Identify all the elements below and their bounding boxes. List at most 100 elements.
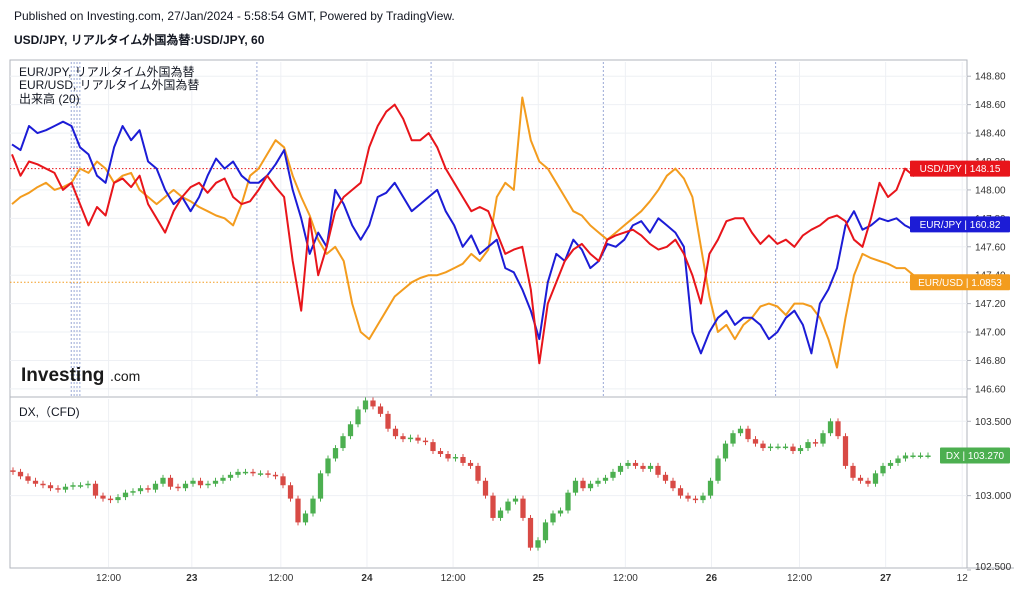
legend-eurjpy: EUR/JPY, リアルタイム外国為替 bbox=[19, 65, 194, 79]
candle-body bbox=[445, 454, 451, 459]
candle-body bbox=[490, 495, 496, 518]
candle-body bbox=[310, 498, 316, 514]
candle-body bbox=[587, 483, 594, 489]
candle-body bbox=[17, 471, 24, 477]
xtick-label: 26 bbox=[706, 573, 718, 584]
candle-body bbox=[895, 458, 901, 463]
candle-body bbox=[752, 439, 759, 444]
candle-body bbox=[902, 455, 909, 459]
legend-volume: 出来高 (20) bbox=[19, 91, 80, 106]
badge-usdjpy-box bbox=[910, 160, 1010, 177]
candle-body bbox=[857, 477, 864, 481]
candle-body bbox=[670, 480, 676, 489]
candle-body bbox=[707, 480, 714, 496]
candle-body bbox=[370, 400, 376, 407]
candle-body bbox=[782, 446, 789, 449]
candle-body bbox=[175, 486, 181, 489]
candle-body bbox=[415, 437, 421, 441]
ytick-label-dx: 102.500 bbox=[975, 562, 1012, 573]
candle-body bbox=[475, 465, 481, 481]
candle-body bbox=[632, 462, 639, 466]
candle-body bbox=[625, 462, 631, 466]
candle-body bbox=[812, 442, 819, 444]
candle-body bbox=[430, 442, 436, 452]
candle-body bbox=[227, 474, 234, 478]
ytick-label-main: 148.00 bbox=[975, 185, 1006, 196]
candle-body bbox=[797, 448, 804, 452]
candle-body bbox=[662, 474, 669, 481]
ytick-label-main: 147.00 bbox=[975, 328, 1006, 339]
ytick-label-main: 148.60 bbox=[975, 100, 1006, 111]
xtick-label: 27 bbox=[880, 573, 892, 584]
candle-body bbox=[115, 497, 121, 501]
logo-brand: Investing bbox=[21, 365, 104, 386]
logo-suffix: .com bbox=[110, 368, 140, 384]
candle-body bbox=[512, 498, 519, 502]
ytick-label-dx: 103.000 bbox=[975, 491, 1012, 502]
badge-eurusd: EUR/USD | 1.0853 bbox=[910, 274, 1010, 291]
candle-body bbox=[302, 513, 309, 523]
candle-body bbox=[617, 465, 624, 472]
candle-body bbox=[460, 456, 466, 463]
candle-body bbox=[872, 473, 879, 484]
ytick-label-main: 146.80 bbox=[975, 356, 1006, 367]
candle-body bbox=[332, 448, 339, 459]
candle-body bbox=[595, 480, 601, 484]
candle-body bbox=[850, 465, 856, 478]
candle-body bbox=[505, 501, 511, 511]
candle-body bbox=[145, 488, 151, 490]
candle-body bbox=[197, 480, 204, 486]
ytick-label-main: 147.60 bbox=[975, 242, 1006, 253]
chart-symbol-title: USD/JPY, リアルタイム外国為替:USD/JPY, 60 bbox=[14, 33, 265, 47]
xtick-label: 12:00 bbox=[268, 573, 293, 584]
xtick-label: 12 bbox=[957, 573, 969, 584]
candle-body bbox=[827, 421, 834, 434]
candle-body bbox=[10, 470, 16, 472]
candle-body bbox=[790, 446, 796, 452]
candle-body bbox=[692, 498, 699, 501]
candle-body bbox=[865, 480, 871, 484]
candle-body bbox=[745, 428, 751, 440]
candle-body bbox=[737, 428, 744, 434]
badge-eurjpy-text: EUR/JPY | 160.82 bbox=[920, 220, 1001, 231]
candle-body bbox=[550, 513, 556, 523]
candle-body bbox=[647, 465, 654, 469]
ytick-label-main: 148.40 bbox=[975, 129, 1006, 140]
xtick-label: 23 bbox=[186, 573, 198, 584]
candle-body bbox=[835, 421, 841, 437]
ytick-label-dx: 103.500 bbox=[975, 417, 1012, 428]
candle-body bbox=[92, 483, 99, 496]
candle-body bbox=[107, 498, 114, 501]
badge-eurjpy-box bbox=[910, 216, 1010, 233]
badge-dx: DX | 103.270 bbox=[940, 447, 1010, 464]
main-panel-frame bbox=[9, 59, 968, 398]
candle-body bbox=[767, 446, 774, 449]
badge-eurjpy: EUR/JPY | 160.82 bbox=[910, 216, 1010, 233]
candle-body bbox=[85, 483, 91, 486]
candle-body bbox=[77, 485, 84, 487]
candle-body bbox=[25, 476, 31, 481]
candle-body bbox=[47, 485, 54, 489]
candle-body bbox=[775, 446, 781, 449]
candle-body bbox=[580, 480, 586, 489]
candle-body bbox=[257, 473, 264, 475]
candle-body bbox=[205, 483, 211, 486]
candle-body bbox=[55, 488, 61, 490]
candle-body bbox=[152, 483, 159, 490]
candle-body bbox=[235, 471, 241, 475]
series-line-usdjpy bbox=[11, 103, 923, 365]
candle-body bbox=[655, 465, 661, 475]
ytick-label-main: 147.20 bbox=[975, 299, 1006, 310]
candle-body bbox=[880, 465, 886, 474]
candle-body bbox=[542, 522, 549, 541]
candle-body bbox=[295, 498, 301, 523]
candle-body bbox=[715, 458, 721, 481]
series-line-eurusd bbox=[11, 96, 923, 369]
published-caption: Published on Investing.com, 27/Jan/2024 … bbox=[14, 9, 455, 23]
candle-body bbox=[377, 406, 384, 414]
badge-eurusd-box bbox=[910, 274, 1010, 291]
xtick-label: 25 bbox=[533, 573, 545, 584]
dx-panel-frame bbox=[9, 396, 968, 569]
xtick-label: 24 bbox=[361, 573, 373, 584]
